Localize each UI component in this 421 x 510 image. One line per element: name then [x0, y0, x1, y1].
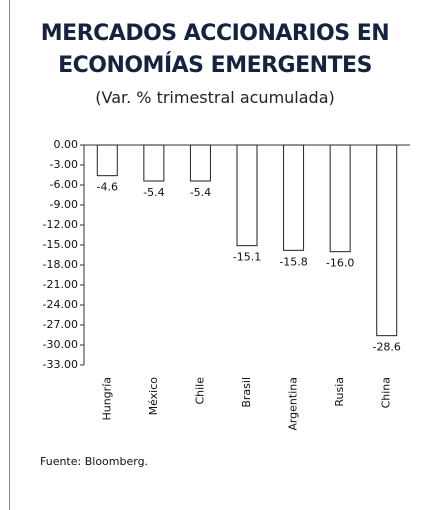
- bar: [143, 144, 165, 182]
- y-tick-label: -21.00: [43, 278, 78, 291]
- y-tick-label: -27.00: [43, 318, 78, 331]
- bar: [376, 144, 398, 337]
- value-label: -5.4: [143, 186, 164, 199]
- chart-subtitle: (Var. % trimestral acumulada): [95, 88, 335, 107]
- y-tick-label: 0.00: [54, 138, 79, 151]
- value-label: -16.0: [326, 257, 354, 270]
- left-border: [9, 0, 10, 510]
- chart: 0.00 -3.00 -6.00 -9.00 -12.00 -15.00 -18.00 -21…: [43, 138, 410, 431]
- value-label: -15.8: [279, 255, 307, 268]
- bar: [96, 144, 118, 177]
- y-tick-label: -30.00: [43, 338, 78, 351]
- x-tick-label: Hungría: [100, 377, 113, 421]
- bar: [329, 144, 351, 253]
- y-tick-label: -6.00: [50, 178, 78, 191]
- value-label: -4.6: [97, 181, 118, 194]
- bar: [283, 144, 305, 251]
- x-tick-label: China: [380, 377, 393, 408]
- y-tick-label: -33.00: [43, 358, 78, 371]
- y-tick-label: -18.00: [43, 258, 78, 271]
- y-tick-label: -24.00: [43, 298, 78, 311]
- x-tick-label: Argentina: [287, 377, 300, 431]
- value-label: -15.1: [233, 251, 261, 264]
- value-label: -28.6: [372, 341, 400, 354]
- bar: [189, 144, 211, 182]
- y-tick-label: -3.00: [50, 158, 78, 171]
- x-tick-label: Brasil: [240, 377, 253, 408]
- x-tick-label: Chile: [193, 377, 206, 405]
- x-tick-label: México: [147, 377, 160, 416]
- y-tick-label: -12.00: [43, 218, 78, 231]
- chart-title: MERCADOS ACCIONARIOS EN ECONOMÍAS EMERGE…: [40, 21, 390, 78]
- value-label: -5.4: [190, 186, 211, 199]
- y-tick-label: -9.00: [50, 198, 78, 211]
- source-note: Fuente: Bloomberg.: [40, 455, 149, 468]
- x-tick-label: Rusia: [333, 377, 346, 407]
- y-tick-label: -15.00: [43, 238, 78, 251]
- bar: [236, 144, 258, 247]
